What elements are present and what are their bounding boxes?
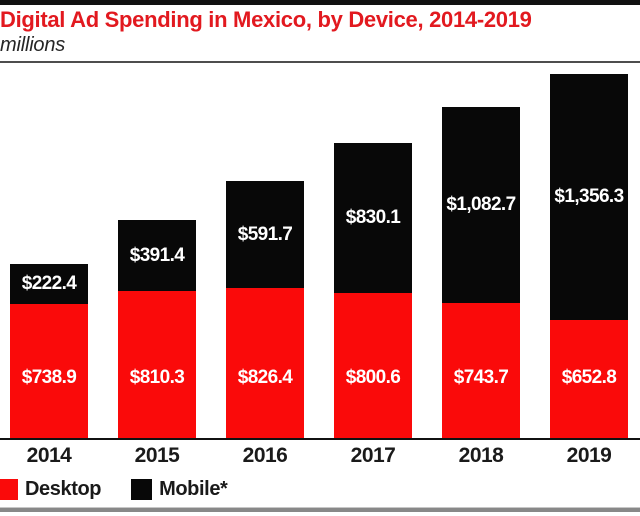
mobile-value-label-2016: $591.7 xyxy=(237,223,293,245)
mobile-segment-2019: $1,356.3 xyxy=(550,74,628,320)
mobile-value-label-2015: $391.4 xyxy=(129,244,185,266)
header-divider xyxy=(0,61,640,63)
x-axis-line xyxy=(0,438,640,440)
stacked-bar-2019: $1,356.3 $652.8 xyxy=(550,74,628,438)
chart-title: Digital Ad Spending in Mexico, by Device… xyxy=(0,7,532,32)
mobile-segment-2018: $1,082.7 xyxy=(442,107,520,304)
desktop-value-label-2015: $810.3 xyxy=(129,366,185,388)
year-label-2015: 2015 xyxy=(134,444,180,467)
top-border xyxy=(0,0,640,5)
year-label-2017: 2017 xyxy=(350,444,396,467)
mobile-segment-2016: $591.7 xyxy=(226,181,304,289)
legend-desktop-label: Desktop xyxy=(25,478,102,500)
stacked-bar-2016: $591.7 $826.4 xyxy=(226,181,304,438)
desktop-value-label-2019: $652.8 xyxy=(561,366,617,388)
desktop-segment-2014: $738.9 xyxy=(10,304,88,438)
desktop-value-label-2017: $800.6 xyxy=(345,366,401,388)
desktop-segment-2018: $743.7 xyxy=(442,303,520,438)
legend-mobile-label: Mobile* xyxy=(159,478,228,500)
legend-desktop-swatch xyxy=(0,479,18,500)
mobile-segment-2014: $222.4 xyxy=(10,264,88,305)
year-label-2016: 2016 xyxy=(242,444,288,467)
legend: Desktop Mobile* xyxy=(0,478,228,500)
stacked-bar-2014: $222.4 $738.9 xyxy=(10,264,88,438)
desktop-segment-2019: $652.8 xyxy=(550,319,628,438)
mobile-value-label-2014: $222.4 xyxy=(21,273,77,295)
mobile-segment-2017: $830.1 xyxy=(334,142,412,294)
bottom-border xyxy=(0,507,640,512)
desktop-segment-2017: $800.6 xyxy=(334,293,412,438)
desktop-segment-2016: $826.4 xyxy=(226,288,304,438)
year-label-2019: 2019 xyxy=(566,444,612,467)
mobile-value-label-2018: $1,082.7 xyxy=(446,194,516,216)
stacked-bar-2017: $830.1 $800.6 xyxy=(334,142,412,438)
desktop-segment-2015: $810.3 xyxy=(118,291,196,438)
desktop-value-label-2014: $738.9 xyxy=(21,366,77,388)
desktop-value-label-2018: $743.7 xyxy=(453,366,509,388)
stacked-bar-2015: $391.4 $810.3 xyxy=(118,220,196,438)
mobile-segment-2015: $391.4 xyxy=(118,220,196,292)
year-label-2018: 2018 xyxy=(458,444,504,467)
mobile-value-label-2017: $830.1 xyxy=(345,206,401,228)
legend-mobile-swatch xyxy=(131,479,153,500)
mobile-value-label-2019: $1,356.3 xyxy=(554,186,624,208)
desktop-value-label-2016: $826.4 xyxy=(237,366,293,388)
chart-area xyxy=(0,63,640,438)
chart-subtitle: millions xyxy=(0,34,66,56)
year-label-2014: 2014 xyxy=(26,444,72,467)
stacked-bar-2018: $1,082.7 $743.7 xyxy=(442,107,520,438)
